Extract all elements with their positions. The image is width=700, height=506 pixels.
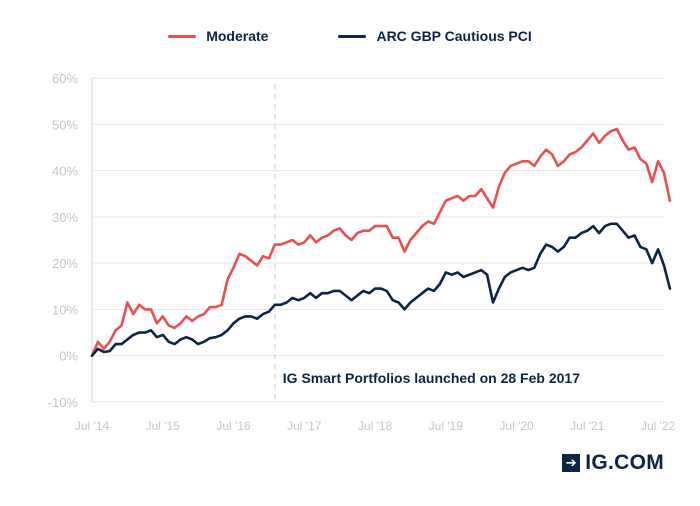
chart-legend: Moderate ARC GBP Cautious PCI [0, 28, 700, 44]
legend-swatch-moderate [168, 34, 197, 38]
legend-label-moderate: Moderate [206, 28, 269, 44]
y-tick-label: 30% [52, 210, 78, 225]
annotation-label: IG Smart Portfolios launched on 28 Feb 2… [283, 370, 580, 386]
x-tick-label: Jul '17 [287, 419, 322, 433]
legend-swatch-arc-cautious [338, 34, 367, 38]
ig-logo: ➔ IG.COM [562, 451, 664, 475]
x-tick-label: Jul '21 [570, 419, 605, 433]
x-tick-label: Jul '19 [429, 419, 464, 433]
legend-item-moderate: Moderate [168, 28, 268, 44]
x-tick-label: Jul '16 [216, 419, 251, 433]
y-tick-label: -10% [48, 395, 79, 410]
y-tick-label: 20% [52, 256, 78, 271]
y-tick-label: 50% [52, 117, 78, 132]
legend-item-arc-cautious: ARC GBP Cautious PCI [338, 28, 532, 44]
series-line-moderate [90, 127, 672, 357]
logo-text: IG.COM [585, 451, 664, 474]
arrow-right-box-icon: ➔ [562, 454, 581, 472]
x-tick-label: Jul '20 [499, 419, 534, 433]
y-tick-label: 60% [52, 71, 78, 86]
y-tick-label: 0% [59, 349, 78, 364]
x-tick-label: Jul '18 [358, 419, 393, 433]
x-tick-label: Jul '22 [641, 419, 676, 433]
x-tick-label: Jul '14 [75, 419, 110, 433]
series-line-arc-cautious [90, 222, 672, 357]
x-tick-label: Jul '15 [146, 419, 181, 433]
y-tick-label: 10% [52, 302, 78, 317]
y-tick-label: 40% [52, 164, 78, 179]
legend-label-arc-cautious: ARC GBP Cautious PCI [376, 28, 532, 44]
